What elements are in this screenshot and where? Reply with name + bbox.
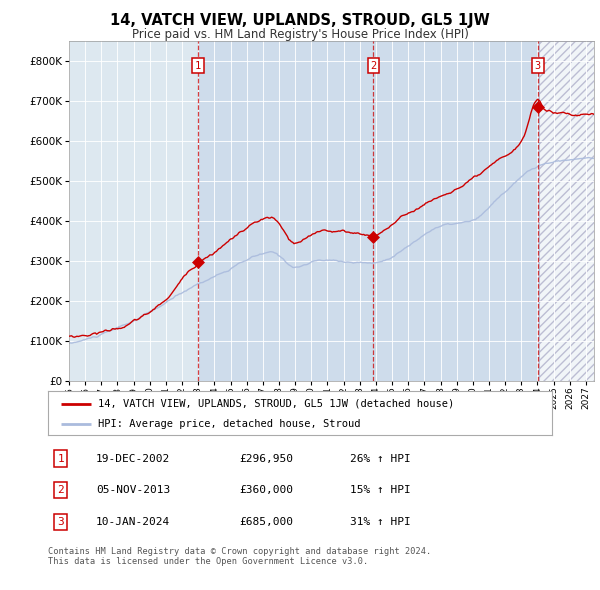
Text: Contains HM Land Registry data © Crown copyright and database right 2024.
This d: Contains HM Land Registry data © Crown c…: [48, 547, 431, 566]
Text: 19-DEC-2002: 19-DEC-2002: [96, 454, 170, 464]
Text: 1: 1: [57, 454, 64, 464]
Text: 15% ↑ HPI: 15% ↑ HPI: [350, 486, 411, 495]
Text: 2: 2: [57, 486, 64, 495]
Text: 31% ↑ HPI: 31% ↑ HPI: [350, 517, 411, 527]
Text: £296,950: £296,950: [239, 454, 293, 464]
Text: 26% ↑ HPI: 26% ↑ HPI: [350, 454, 411, 464]
Text: 1: 1: [194, 61, 201, 71]
Text: 05-NOV-2013: 05-NOV-2013: [96, 486, 170, 495]
Bar: [539, 41, 594, 381]
Text: 10-JAN-2024: 10-JAN-2024: [96, 517, 170, 527]
Text: HPI: Average price, detached house, Stroud: HPI: Average price, detached house, Stro…: [98, 419, 361, 429]
Text: 14, VATCH VIEW, UPLANDS, STROUD, GL5 1JW (detached house): 14, VATCH VIEW, UPLANDS, STROUD, GL5 1JW…: [98, 399, 455, 409]
Text: Price paid vs. HM Land Registry's House Price Index (HPI): Price paid vs. HM Land Registry's House …: [131, 28, 469, 41]
Text: 14, VATCH VIEW, UPLANDS, STROUD, GL5 1JW: 14, VATCH VIEW, UPLANDS, STROUD, GL5 1JW: [110, 13, 490, 28]
Text: £360,000: £360,000: [239, 486, 293, 495]
Text: 3: 3: [57, 517, 64, 527]
Text: £685,000: £685,000: [239, 517, 293, 527]
Text: 2: 2: [370, 61, 376, 71]
Text: 3: 3: [535, 61, 541, 71]
Bar: [198, 41, 539, 381]
